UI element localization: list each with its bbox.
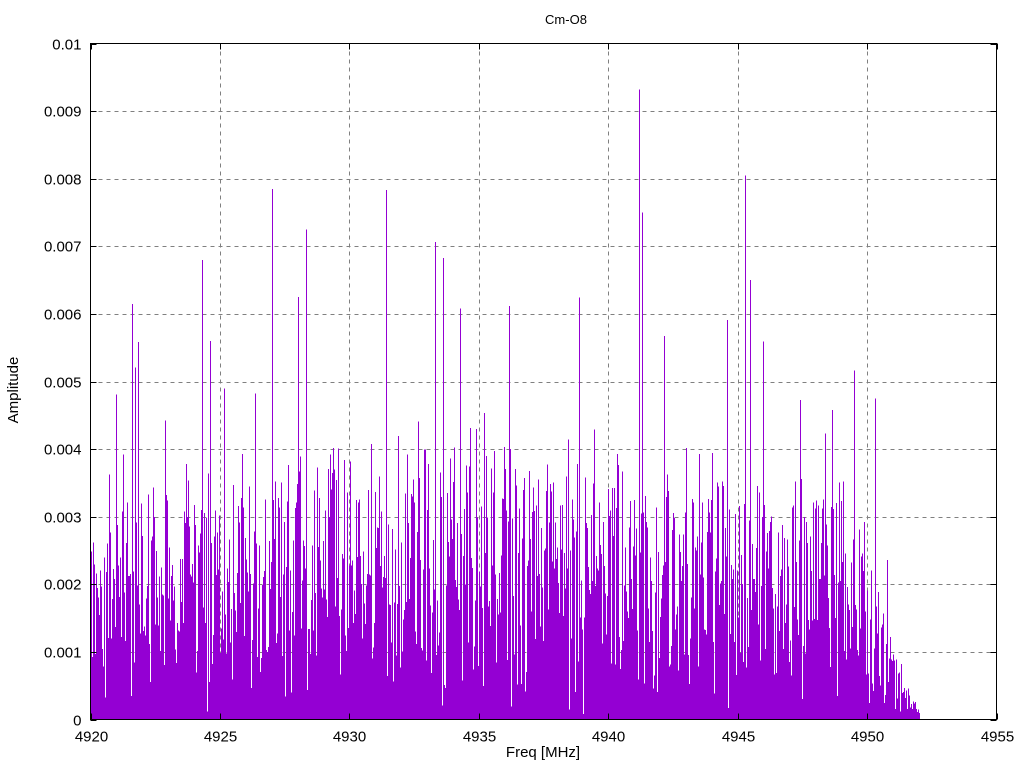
x-tick-label: 4950 xyxy=(851,729,884,746)
impulse-path xyxy=(90,89,921,720)
y-tick-label: 0.001 xyxy=(44,645,82,662)
x-tick-label: 4945 xyxy=(722,729,755,746)
y-tick-label: 0.009 xyxy=(44,104,82,121)
y-tick-label: 0.005 xyxy=(44,375,82,392)
chart-title: Cm-O8 xyxy=(545,12,587,27)
y-tick-label: 0.007 xyxy=(44,239,82,256)
x-tick-label: 4940 xyxy=(592,729,625,746)
plot-area-border xyxy=(90,43,997,720)
x-tick-label: 4955 xyxy=(981,729,1014,746)
x-axis-ticks: 4920 4925 4930 4935 4940 4945 4950 4955 xyxy=(75,43,1014,746)
x-tick-label: 4935 xyxy=(463,729,496,746)
y-axis-title: Amplitude xyxy=(5,357,22,424)
y-tick-label: 0 xyxy=(73,713,81,730)
y-tick-label: 0.003 xyxy=(44,510,82,527)
x-tick-label: 4930 xyxy=(333,729,366,746)
x-axis-title: Freq [MHz] xyxy=(506,744,580,761)
y-tick-label: 0.006 xyxy=(44,307,82,324)
y-tick-label: 0.01 xyxy=(52,37,81,54)
data-series-impulses xyxy=(90,89,921,720)
y-axis-ticks: 0 0.001 0.002 0.003 0.004 0.005 0.006 0.007 0.00… xyxy=(44,37,997,730)
y-tick-label: 0.002 xyxy=(44,577,82,594)
y-tick-label: 0.008 xyxy=(44,172,82,189)
y-tick-label: 0.004 xyxy=(44,442,82,459)
x-tick-label: 4925 xyxy=(204,729,237,746)
x-tick-label: 4920 xyxy=(75,729,108,746)
